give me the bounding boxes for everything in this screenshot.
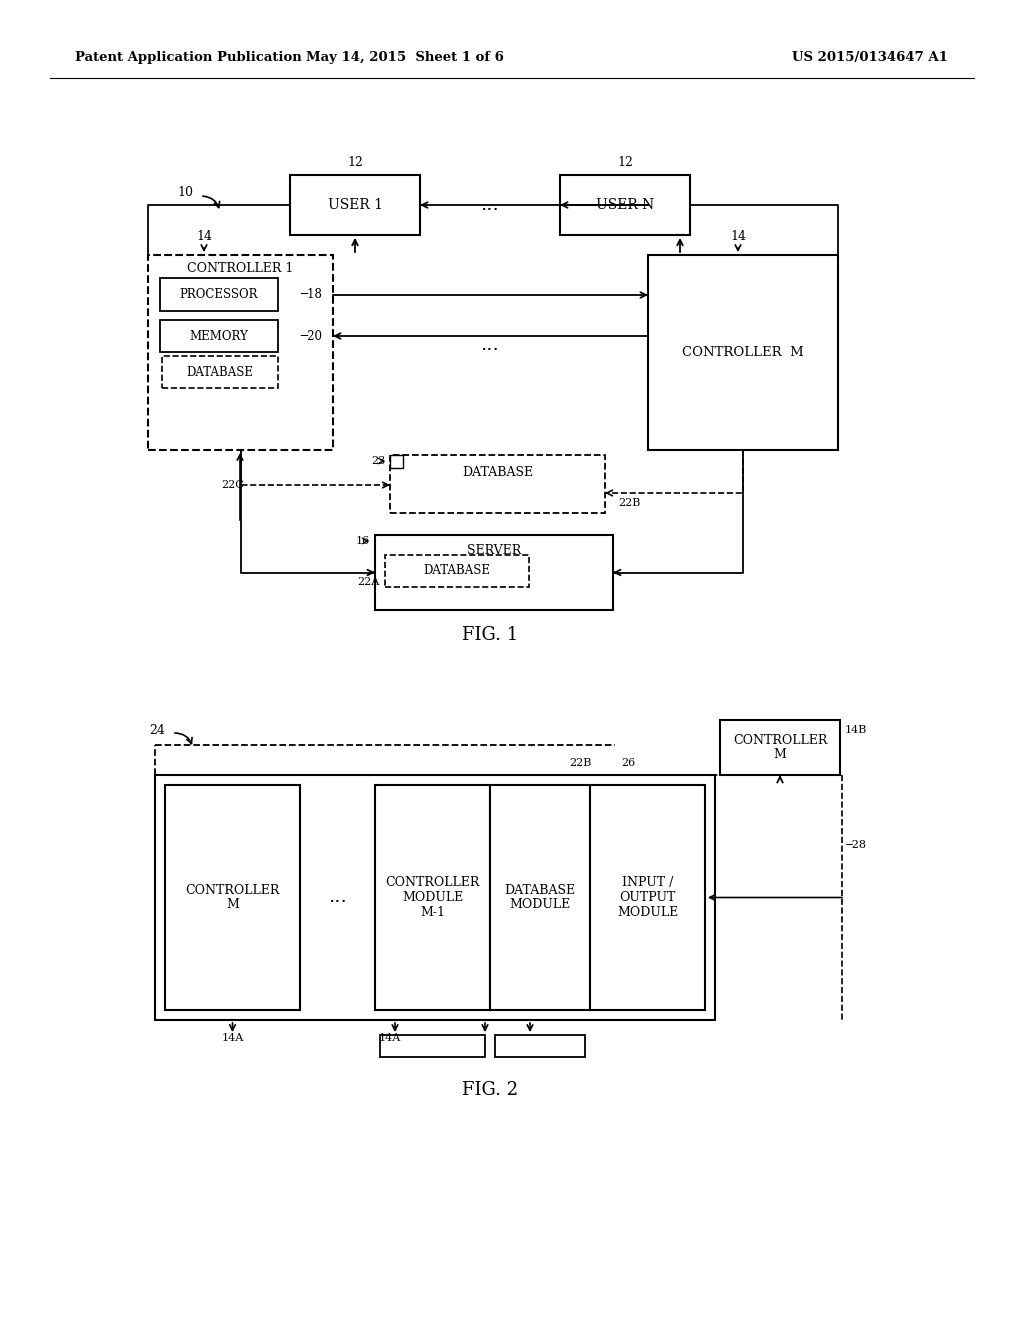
Text: CONTROLLER 1: CONTROLLER 1 xyxy=(187,263,294,276)
Text: FIG. 2: FIG. 2 xyxy=(462,1081,518,1100)
Text: DATABASE: DATABASE xyxy=(186,366,254,379)
Text: USER N: USER N xyxy=(596,198,654,213)
Bar xyxy=(720,719,840,775)
Bar xyxy=(160,319,278,352)
Text: CONTROLLER
M: CONTROLLER M xyxy=(185,883,280,912)
Text: 14A: 14A xyxy=(379,1034,401,1043)
Text: ...: ... xyxy=(480,337,500,354)
Text: ...: ... xyxy=(480,195,500,214)
Text: INPUT /
OUTPUT
MODULE: INPUT / OUTPUT MODULE xyxy=(616,876,678,919)
Text: 26: 26 xyxy=(621,758,635,768)
Text: 16: 16 xyxy=(355,536,370,546)
Text: 10: 10 xyxy=(177,186,193,199)
Text: ...: ... xyxy=(329,888,347,907)
Text: 14: 14 xyxy=(196,231,212,243)
Bar xyxy=(375,535,613,610)
Text: SERVER: SERVER xyxy=(467,544,521,557)
Bar xyxy=(390,455,605,513)
Text: 22A: 22A xyxy=(357,577,380,587)
Bar xyxy=(160,279,278,312)
Text: 14A: 14A xyxy=(221,1034,244,1043)
Text: 24: 24 xyxy=(150,723,165,737)
Text: PROCESSOR: PROCESSOR xyxy=(180,288,258,301)
Text: ─20: ─20 xyxy=(300,330,322,342)
Text: 14B: 14B xyxy=(845,725,867,735)
Bar xyxy=(162,356,278,388)
Text: CONTROLLER
M: CONTROLLER M xyxy=(733,734,827,762)
Text: 23: 23 xyxy=(371,457,385,466)
Text: CONTROLLER
MODULE
M-1: CONTROLLER MODULE M-1 xyxy=(385,876,479,919)
Bar xyxy=(148,255,333,450)
Bar xyxy=(380,1035,485,1057)
Text: ─18: ─18 xyxy=(300,288,322,301)
Text: 12: 12 xyxy=(347,157,362,169)
Bar xyxy=(648,255,838,450)
Bar xyxy=(385,554,529,587)
Text: MEMORY: MEMORY xyxy=(189,330,249,342)
Bar xyxy=(590,785,705,1010)
Text: US 2015/0134647 A1: US 2015/0134647 A1 xyxy=(792,51,948,65)
Bar xyxy=(490,785,590,1010)
Text: 22B: 22B xyxy=(618,498,640,508)
Bar xyxy=(375,785,490,1010)
Bar xyxy=(495,1035,585,1057)
Text: May 14, 2015  Sheet 1 of 6: May 14, 2015 Sheet 1 of 6 xyxy=(306,51,504,65)
Text: DATABASE: DATABASE xyxy=(424,565,490,578)
Bar xyxy=(560,176,690,235)
Text: CONTROLLER  M: CONTROLLER M xyxy=(682,346,804,359)
Text: 22B: 22B xyxy=(568,758,591,768)
Text: ─28: ─28 xyxy=(845,840,866,850)
Text: FIG. 1: FIG. 1 xyxy=(462,626,518,644)
Bar xyxy=(165,785,300,1010)
Text: Patent Application Publication: Patent Application Publication xyxy=(75,51,302,65)
Bar xyxy=(390,455,403,469)
Text: 14: 14 xyxy=(730,231,746,243)
Text: 22C: 22C xyxy=(221,480,245,490)
Text: DATABASE
MODULE: DATABASE MODULE xyxy=(505,883,575,912)
Text: DATABASE: DATABASE xyxy=(462,466,534,479)
Bar xyxy=(290,176,420,235)
Bar xyxy=(155,775,715,1020)
Text: 12: 12 xyxy=(617,157,633,169)
Text: USER 1: USER 1 xyxy=(328,198,383,213)
